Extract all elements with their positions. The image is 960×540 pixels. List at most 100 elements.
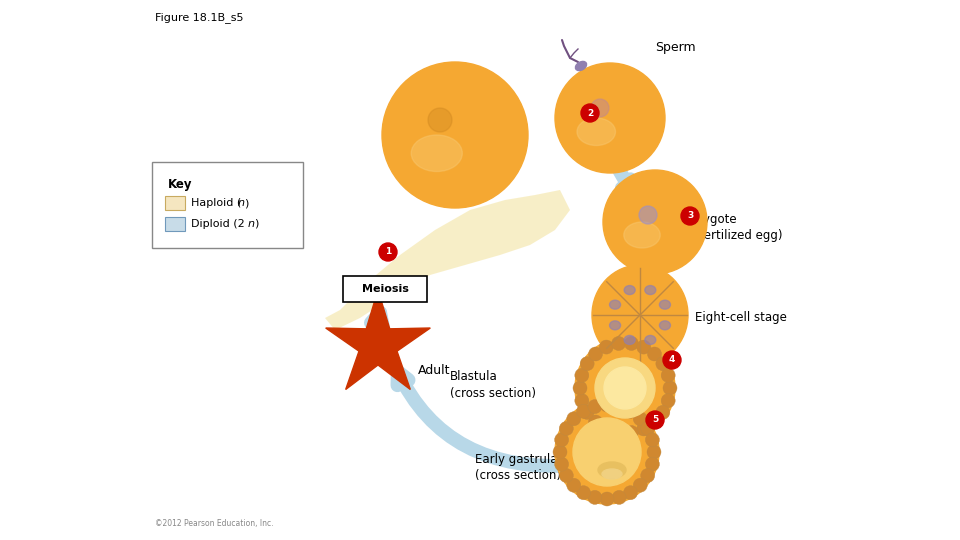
Text: ): ) xyxy=(244,198,249,208)
FancyBboxPatch shape xyxy=(152,162,303,248)
Circle shape xyxy=(634,412,647,426)
Circle shape xyxy=(580,406,594,420)
Circle shape xyxy=(575,338,675,438)
Text: 4: 4 xyxy=(669,355,675,364)
Ellipse shape xyxy=(598,462,626,478)
Circle shape xyxy=(379,243,397,261)
Text: n: n xyxy=(248,219,255,229)
Text: 3: 3 xyxy=(686,212,693,220)
Ellipse shape xyxy=(592,265,688,365)
Circle shape xyxy=(595,358,655,418)
Circle shape xyxy=(575,368,588,382)
Ellipse shape xyxy=(624,286,636,294)
Circle shape xyxy=(661,368,675,382)
Circle shape xyxy=(663,351,681,369)
Circle shape xyxy=(612,490,626,504)
Circle shape xyxy=(575,394,588,408)
Text: Zygote
(fertilized egg): Zygote (fertilized egg) xyxy=(695,213,782,242)
Circle shape xyxy=(588,415,603,429)
Circle shape xyxy=(428,108,452,132)
Circle shape xyxy=(612,336,626,350)
Circle shape xyxy=(624,426,638,440)
Circle shape xyxy=(645,457,660,471)
Circle shape xyxy=(663,381,677,395)
Ellipse shape xyxy=(660,321,670,330)
FancyBboxPatch shape xyxy=(165,196,185,210)
Circle shape xyxy=(634,478,647,492)
Circle shape xyxy=(599,422,613,436)
Text: Egg: Egg xyxy=(488,164,512,177)
Circle shape xyxy=(636,340,651,354)
Circle shape xyxy=(560,422,573,435)
Circle shape xyxy=(646,411,664,429)
Circle shape xyxy=(555,400,659,504)
Circle shape xyxy=(636,422,651,436)
Circle shape xyxy=(604,367,646,409)
FancyBboxPatch shape xyxy=(343,276,427,302)
Circle shape xyxy=(553,445,567,459)
Ellipse shape xyxy=(624,222,660,248)
Circle shape xyxy=(640,422,655,435)
Text: Meiosis: Meiosis xyxy=(362,284,408,294)
Circle shape xyxy=(661,394,675,408)
Ellipse shape xyxy=(382,62,528,208)
Circle shape xyxy=(573,418,641,486)
Circle shape xyxy=(577,404,590,418)
Ellipse shape xyxy=(610,300,620,309)
Circle shape xyxy=(560,469,573,483)
Ellipse shape xyxy=(645,286,656,294)
Circle shape xyxy=(647,415,661,429)
Text: Diploid (2: Diploid (2 xyxy=(191,219,245,229)
Circle shape xyxy=(577,485,590,500)
Text: Adult: Adult xyxy=(418,363,450,376)
Circle shape xyxy=(555,457,568,471)
Text: 5: 5 xyxy=(652,415,659,424)
Text: Blastula
(cross section): Blastula (cross section) xyxy=(450,370,536,400)
Circle shape xyxy=(639,206,657,224)
Circle shape xyxy=(640,469,655,483)
Circle shape xyxy=(656,406,670,420)
Circle shape xyxy=(599,340,613,354)
Text: Haploid (: Haploid ( xyxy=(191,198,241,208)
Circle shape xyxy=(656,357,670,370)
Circle shape xyxy=(612,400,626,414)
Ellipse shape xyxy=(555,63,665,173)
Ellipse shape xyxy=(660,300,670,309)
Text: Eight-cell stage: Eight-cell stage xyxy=(695,312,787,325)
Circle shape xyxy=(645,433,660,447)
Ellipse shape xyxy=(602,469,622,479)
Circle shape xyxy=(566,412,581,426)
Ellipse shape xyxy=(610,321,620,330)
Ellipse shape xyxy=(577,118,615,145)
Ellipse shape xyxy=(575,62,587,71)
Circle shape xyxy=(681,207,699,225)
Text: Figure 18.1B_s5: Figure 18.1B_s5 xyxy=(155,12,244,23)
Text: Early gastrula
(cross section): Early gastrula (cross section) xyxy=(475,454,561,483)
Circle shape xyxy=(623,485,637,500)
Text: Key: Key xyxy=(168,178,193,191)
Ellipse shape xyxy=(603,170,707,274)
Circle shape xyxy=(647,445,661,459)
Ellipse shape xyxy=(624,335,636,345)
Text: 2: 2 xyxy=(587,109,593,118)
Circle shape xyxy=(591,99,609,117)
FancyBboxPatch shape xyxy=(165,217,185,231)
Circle shape xyxy=(581,104,599,122)
Circle shape xyxy=(566,478,581,492)
Circle shape xyxy=(555,433,568,447)
Circle shape xyxy=(588,347,603,361)
Text: ): ) xyxy=(254,219,258,229)
Circle shape xyxy=(647,347,661,361)
Text: 1: 1 xyxy=(385,247,391,256)
Text: Sperm: Sperm xyxy=(655,42,696,55)
Circle shape xyxy=(600,492,614,506)
Circle shape xyxy=(588,490,602,504)
Ellipse shape xyxy=(411,135,463,172)
Circle shape xyxy=(623,404,637,418)
Circle shape xyxy=(573,381,587,395)
Ellipse shape xyxy=(645,335,656,345)
Circle shape xyxy=(612,426,626,440)
Text: n: n xyxy=(238,198,245,208)
Text: ©2012 Pearson Education, Inc.: ©2012 Pearson Education, Inc. xyxy=(155,519,274,528)
Circle shape xyxy=(624,336,638,350)
